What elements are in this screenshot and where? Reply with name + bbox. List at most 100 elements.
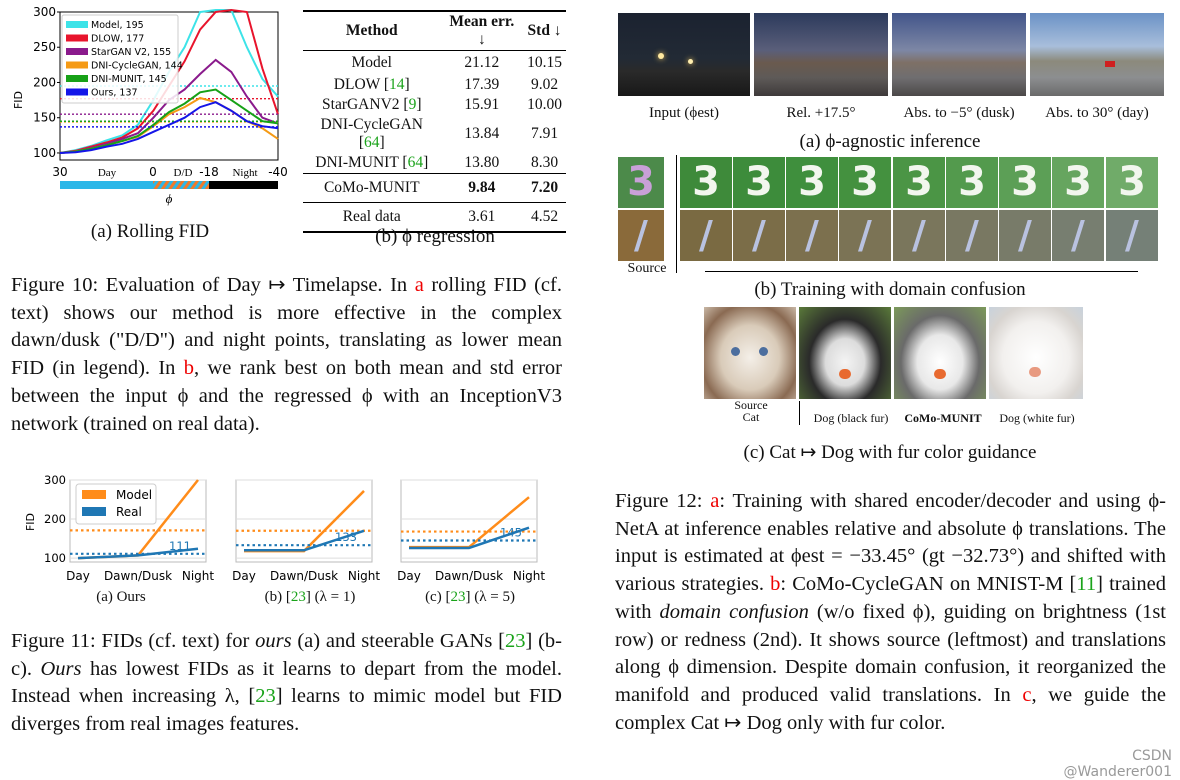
fig11-real-value-label: 145 — [500, 526, 522, 540]
mnist-glyph: / — [1071, 213, 1085, 257]
ref-11-link[interactable]: 11 — [1076, 573, 1097, 596]
fig10-text: Figure 10: Evaluation of Day ↦ Timelapse… — [11, 274, 563, 435]
mnist-glyph: 3 — [745, 159, 773, 205]
fig11-text: Figure 11: FIDs (cf. text) for ours (a) … — [11, 630, 562, 736]
ref-12c-link[interactable]: c — [1022, 683, 1032, 706]
fig11-panel: 111 Day Dawn/Dusk Night — [66, 479, 214, 583]
table-cell-std: 10.00 — [527, 96, 562, 113]
rolling-fid-svg: FID 300 250 200 150 100 30 0 -18 -40 Day D/D… — [12, 5, 288, 206]
mnist-glyph: / — [858, 213, 872, 257]
rolling-y-tick: 200 — [33, 75, 56, 89]
phi-regression-table: Method Mean err. ↓ Std ↓ Model 21.12 10.15… — [303, 10, 566, 233]
ours-mean: 9.84 — [468, 179, 496, 196]
real-mean: 3.61 — [468, 208, 496, 225]
table-ref-link[interactable]: 64 — [364, 134, 380, 151]
mnist-digit-1-cell: / — [839, 210, 891, 261]
fig11-real-value-label: 111 — [169, 539, 191, 553]
fig12b-caption: (b) Training with domain confusion — [754, 279, 1026, 300]
table-cell-std: 7.91 — [530, 125, 559, 142]
rolling-series-line — [59, 88, 279, 154]
table-cell-method: DNI-CycleGAN [64] — [320, 116, 423, 151]
rolling-legend-swatch — [66, 61, 88, 69]
rolling-y-tick: 250 — [33, 40, 56, 54]
mnist-digit-3-cell: 3 — [839, 157, 891, 208]
fig11-y-tick: 200 — [44, 512, 66, 526]
rolling-y-tick: 300 — [33, 5, 56, 19]
ref-12a-link[interactable]: a — [710, 490, 720, 512]
rolling-seg-day: Day — [98, 167, 117, 179]
table-ref-link[interactable]: 9 — [408, 96, 417, 113]
fig12a-label-rel: Rel. +17.5° — [786, 105, 856, 121]
table-cell-mean: 13.84 — [464, 125, 500, 142]
mnist-digit-1-cell: / — [893, 210, 945, 261]
dusk-photo — [892, 13, 1026, 96]
ref-23-link[interactable]: 23 — [504, 630, 526, 652]
ours-method: CoMo-MUNIT — [323, 179, 420, 196]
rolling-legend-box — [61, 14, 179, 104]
rolling-legend-swatch — [66, 88, 88, 96]
mnist-digit-1-cell: / — [733, 210, 785, 261]
fig11-legend-label: Model — [116, 488, 152, 502]
mnist-glyph: 3 — [958, 159, 986, 205]
rolling-legend-label: Model, 195 — [91, 20, 144, 31]
ref-a-link[interactable]: a — [414, 274, 424, 296]
fig11-x-tick: Dawn/Dusk — [104, 569, 172, 583]
fig11-series-line — [77, 547, 199, 560]
fig11-x-tick: Night — [348, 569, 381, 583]
fig12a-label-input: Input (ϕest) — [649, 105, 719, 121]
rolling-seg-night: Night — [232, 167, 257, 179]
table-row-real: Real data 3.61 4.52 — [303, 203, 566, 232]
mnist-glyph: 3 — [851, 159, 879, 205]
rolling-x-tick-0: 0 — [149, 165, 157, 179]
dog-black-photo — [799, 307, 891, 399]
fig11-real-value-label: 133 — [335, 530, 357, 544]
table-ref-link[interactable]: 14 — [389, 76, 405, 93]
mnist-digit-1-cell: / — [999, 210, 1051, 261]
fig11-series-line — [409, 526, 530, 550]
fig11-x-tick: Day — [397, 569, 421, 583]
mnist-glyph: 3 — [798, 159, 826, 205]
mnist-glyph: / — [699, 213, 713, 257]
ref-12b-link[interactable]: b — [770, 573, 781, 596]
rolling-x-tick-40: -40 — [268, 165, 288, 179]
fig11-legend-swatch — [82, 490, 106, 499]
fig12a-label-day: Abs. to 30° (day) — [1045, 105, 1149, 121]
fig11-y-tick: 300 — [44, 473, 66, 487]
ours-std: 7.20 — [530, 179, 559, 196]
table-ref-link[interactable]: 64 — [407, 154, 424, 171]
rolling-legend-swatch — [66, 48, 88, 55]
night-input-photo — [618, 13, 750, 96]
fig11-x-tick: Day — [66, 569, 90, 583]
dog-white-photo — [989, 307, 1083, 399]
fig11-y-label: FID — [24, 513, 37, 531]
mnist-digit-3-cell: 3 — [1052, 157, 1104, 208]
mnist-digit-3-cell: 3 — [946, 157, 998, 208]
mnist-digit-1-cell: / — [1052, 210, 1104, 261]
rolling-x-tick-30: 30 — [52, 165, 67, 179]
rolling-legend-label: StarGAN V2, 155 — [91, 47, 171, 58]
mnist-glyph: 3 — [905, 159, 933, 205]
ref-23-link-2[interactable]: 23 — [255, 685, 276, 708]
rolling-y-tick: 100 — [33, 146, 56, 160]
table-row: DNI-MUNIT [64] 13.80 8.30 — [303, 153, 566, 174]
watermark: CSDN @Wanderer001 — [1063, 748, 1172, 780]
ref-b-link[interactable]: b — [183, 357, 194, 380]
como-munit-label: CoMo-MUNIT — [904, 411, 982, 425]
mnist-digit-1-cell: / — [786, 210, 838, 261]
mnist-glyph: / — [1125, 213, 1139, 257]
rolling-legend-swatch — [66, 34, 88, 42]
table-row: StarGANV2 [9] 15.91 10.00 — [303, 95, 566, 115]
fig12c-caption: (c) Cat ↦ Dog with fur color guidance — [743, 442, 1037, 463]
fig11-legend-swatch — [82, 507, 106, 516]
fig11-panel: 133 Day Dawn/Dusk Night — [232, 479, 381, 583]
fig11-legend-label: Real — [116, 505, 142, 519]
fig11-plot-frame — [400, 479, 538, 563]
rolling-legend-label: DNI-MUNIT, 145 — [91, 74, 167, 85]
rolling-y-label: FID — [12, 91, 25, 109]
rolling-seg-dd: D/D — [174, 167, 193, 179]
mnist-glyph: 3 — [1064, 159, 1092, 205]
fig12-text: Figure 12: a: Training with shared encod… — [615, 490, 1167, 734]
mnist-digit-3-cell: 3 — [1106, 157, 1158, 208]
mnist-digit-3-cell: 3 — [680, 157, 732, 208]
rolling-dd-bar — [153, 181, 209, 189]
